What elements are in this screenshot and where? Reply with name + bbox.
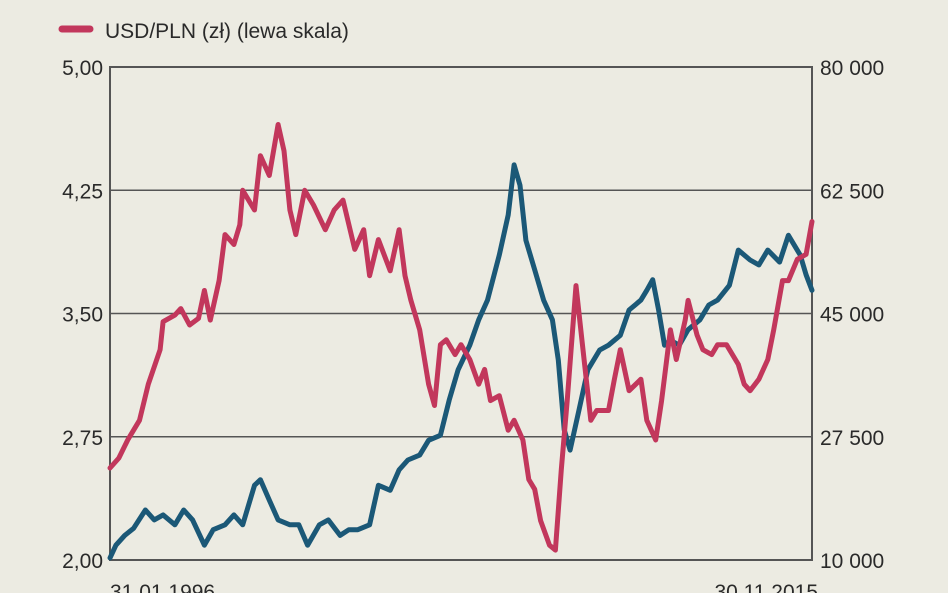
- usdpln-line: [107, 122, 815, 553]
- gridlines: [110, 189, 812, 438]
- legend-label-usdpln: USD/PLN (zł) (lewa skala): [105, 20, 349, 43]
- x-label-end: 30.11.2015: [714, 581, 818, 593]
- left-tick-label: 3,50: [62, 304, 103, 327]
- left-tick-label: 4,25: [62, 180, 103, 203]
- right-tick-label: 80 000: [820, 57, 884, 80]
- x-label-start: 31.01.1996: [110, 581, 215, 593]
- left-axis-ticks: 2,00 2,75 3,50 4,25 5,00: [62, 57, 103, 573]
- right-tick-label: 45 000: [820, 304, 884, 327]
- left-tick-label: 2,75: [62, 427, 103, 450]
- left-tick-label: 5,00: [62, 57, 103, 80]
- right-tick-label: 62 500: [820, 180, 884, 203]
- right-tick-label: 27 500: [820, 427, 884, 450]
- series-lines: [107, 122, 815, 561]
- right-axis-series-line: [107, 162, 815, 561]
- right-axis-ticks: 10 000 27 500 45 000 62 500 80 000: [820, 57, 884, 573]
- plot-frame: [109, 66, 813, 561]
- right-tick-label: 10 000: [820, 550, 884, 573]
- legend: USD/PLN (zł) (lewa skala): [58, 20, 349, 43]
- left-tick-label: 2,00: [62, 550, 103, 573]
